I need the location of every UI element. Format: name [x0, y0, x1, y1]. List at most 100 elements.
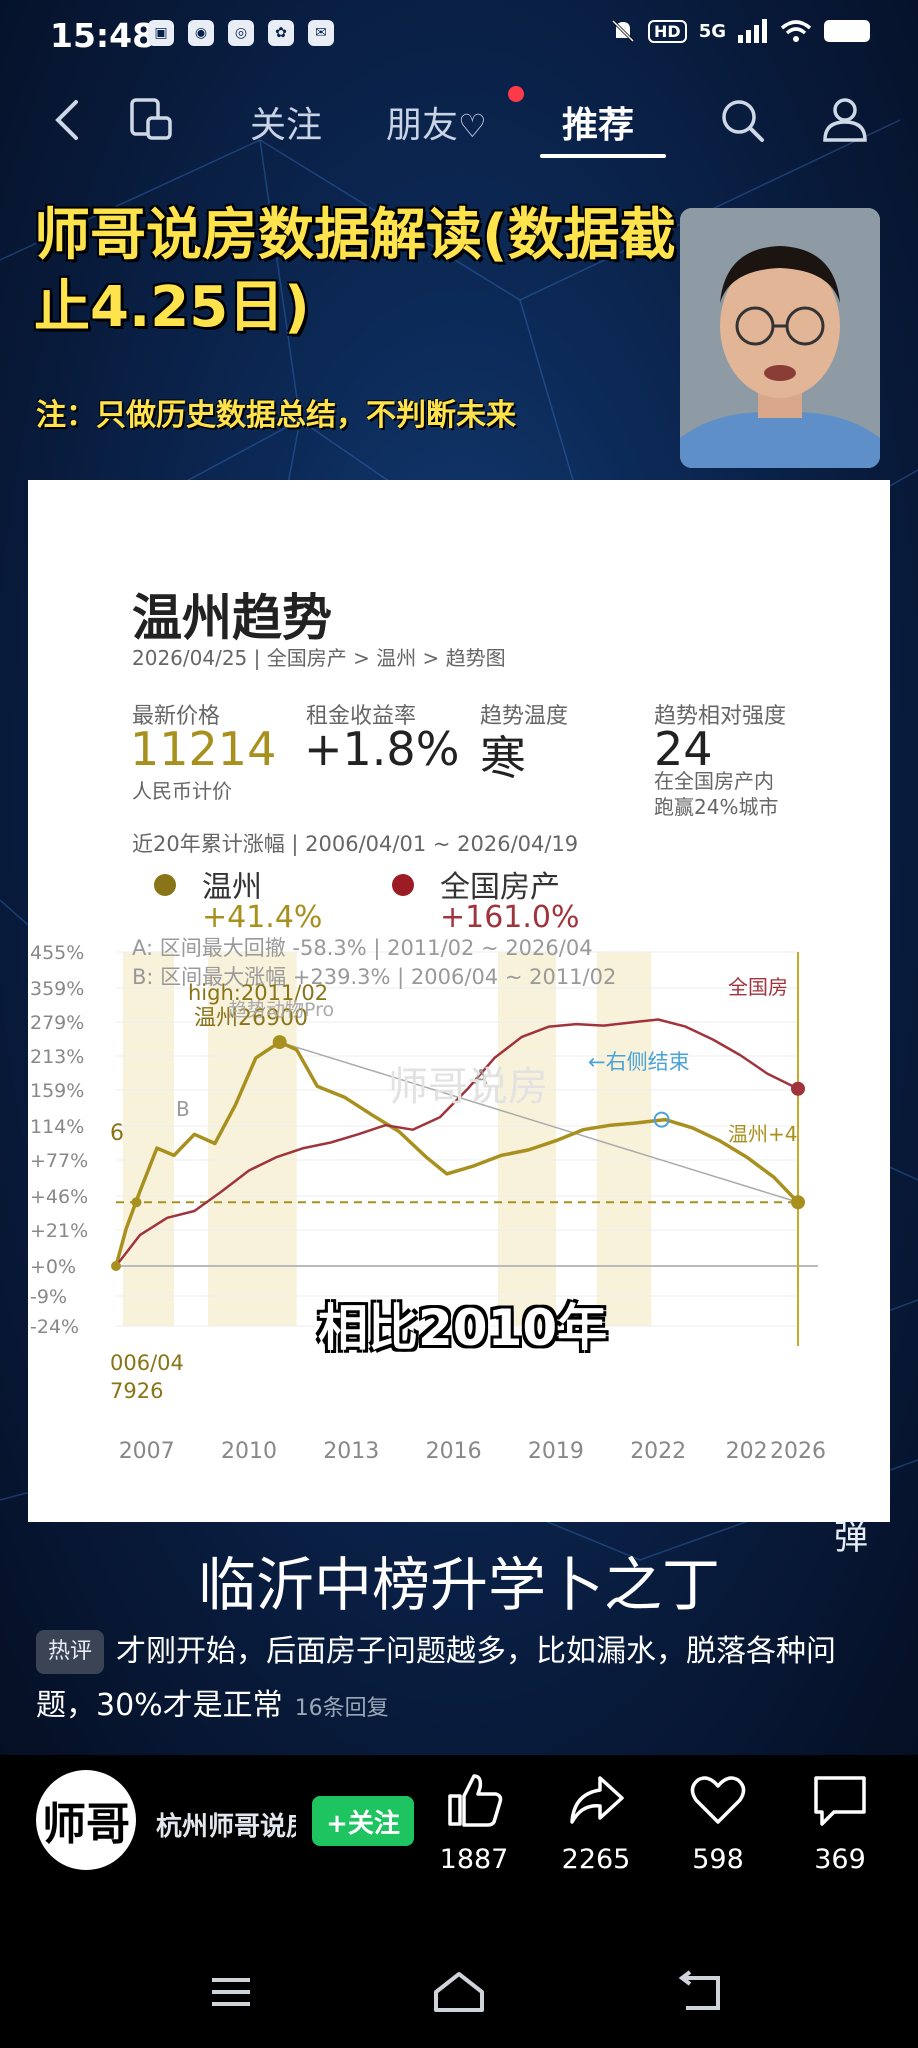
active-tab-indicator	[540, 154, 666, 158]
start-marker	[131, 1197, 142, 1208]
profile-icon[interactable]	[820, 94, 870, 144]
legend-dot-wenzhou	[154, 874, 176, 896]
share-icon	[570, 1776, 624, 1824]
y-tick-label: 279%	[30, 1012, 84, 1034]
label-wenzhou-end: 温州+4	[728, 1122, 797, 1146]
annotation-b: B	[176, 1097, 190, 1121]
annotation-a: A	[474, 1065, 488, 1089]
highlight-band-1	[208, 952, 297, 1326]
stat-value-price: 11214	[130, 722, 277, 776]
video-caption: 相比2010年	[318, 1299, 608, 1357]
series-line-1	[115, 1018, 799, 1267]
y-tick-label: +21%	[30, 1220, 88, 1242]
presenter-video	[680, 208, 880, 468]
annotation-6: 6	[110, 1121, 124, 1146]
multi-window-icon[interactable]	[128, 96, 174, 142]
y-tick-label: 114%	[30, 1116, 84, 1138]
y-tick-label: 455%	[30, 942, 84, 964]
x-tick-label: 2007	[119, 1439, 175, 1464]
drawdown-line	[279, 1041, 799, 1203]
annotation-start-price: 7926	[110, 1379, 163, 1403]
wenzhou-end-marker	[791, 1195, 805, 1210]
follow-button[interactable]: +关注	[312, 1796, 414, 1846]
annotation-start-date: 006/04	[110, 1351, 184, 1375]
menu-icon[interactable]	[206, 1970, 256, 2014]
card-breadcrumb: 2026/04/25 | 全国房产 > 温州 > 趋势图	[132, 646, 506, 670]
legend-value-wenzhou: +41.4%	[202, 900, 323, 935]
highlight-band-0	[122, 952, 174, 1326]
top-nav: 关注 朋友♡ 推荐	[0, 80, 918, 160]
video-title: 师哥说房数据解读(数据截止4.25日)	[34, 203, 676, 340]
comment-button[interactable]: 369	[790, 1770, 890, 1875]
danmu-toggle-button[interactable]: 弹	[834, 1518, 868, 1558]
stat-value-yield: +1.8%	[304, 722, 460, 776]
x-tick-label: 2016	[426, 1439, 482, 1464]
tab-friends[interactable]: 朋友♡	[386, 96, 487, 148]
favorite-button[interactable]: 598	[668, 1770, 768, 1875]
battery-icon	[824, 20, 870, 42]
mail-icon: ✉	[308, 20, 334, 46]
annotation-high-value: 温州26900	[194, 1006, 308, 1031]
comment-count: 369	[814, 1844, 866, 1875]
tab-follow[interactable]: 关注	[250, 105, 323, 146]
video-subtitle: 临沂中榜升学卜之丁	[197, 1551, 720, 1619]
y-tick-label: 359%	[30, 978, 84, 1000]
stat-label-temperature: 趋势温度	[480, 704, 569, 729]
status-time: 15:48	[50, 16, 156, 55]
signal-icon	[738, 19, 767, 43]
y-tick-label: -9%	[30, 1286, 67, 1308]
national-end-marker	[791, 1081, 805, 1096]
annotation-high: high:2011/02	[188, 981, 328, 1005]
author-avatar[interactable]: 师哥	[36, 1770, 136, 1870]
baidu-icon: ✿	[268, 20, 294, 46]
x-tick-label: 2013	[323, 1439, 379, 1464]
x-tick-label: 2022	[630, 1439, 686, 1464]
highlight-band-3	[596, 952, 652, 1326]
annotation-rise: B: 区间最大涨幅 +239.3% | 2006/04 ~ 2011/02	[132, 965, 616, 990]
tab-recommend[interactable]: 推荐	[562, 105, 635, 146]
video-note: 注：只做历史数据总结，不判断未来	[36, 398, 516, 433]
author-name[interactable]: 杭州师哥说房	[156, 1812, 296, 1842]
hot-comment-text: 才刚开始，后面房子问题越多，比如漏水，脱落各种问题，30%才是正常	[36, 1634, 837, 1723]
presenter-portrait	[680, 208, 880, 468]
legend-dot-national	[392, 874, 414, 896]
y-tick-label: -24%	[30, 1316, 79, 1338]
range-label: 近20年累计涨幅 | 2006/04/01 ~ 2026/04/19	[132, 832, 579, 856]
wechat-icon: ◉	[188, 20, 214, 46]
heart-icon	[690, 1776, 746, 1824]
right-end-marker	[653, 1111, 670, 1128]
wifi-icon	[780, 20, 812, 42]
hot-comment-badge: 热评	[36, 1630, 105, 1674]
stat-note-strength: 在全国房产内 跑赢24%城市	[654, 769, 779, 819]
back-icon[interactable]	[48, 98, 88, 142]
search-icon[interactable]	[718, 96, 766, 144]
share-button[interactable]: 2265	[546, 1770, 646, 1875]
stat-value-temperature: 寒	[480, 731, 526, 785]
label-national-end: 全国房	[728, 975, 788, 999]
back-nav-icon[interactable]	[676, 1970, 726, 2014]
notification-dot	[508, 86, 524, 102]
card-title: 温州趋势	[132, 589, 332, 647]
watermark: 师哥说房	[388, 1064, 548, 1110]
stat-note-price: 人民币计价	[132, 779, 232, 803]
home-icon[interactable]	[432, 1970, 486, 2014]
y-tick-label: 159%	[30, 1080, 84, 1102]
like-button[interactable]: 1887	[424, 1770, 524, 1875]
y-tick-label: +77%	[30, 1150, 88, 1172]
hd-badge: HD	[648, 19, 687, 43]
like-count: 1887	[439, 1844, 509, 1875]
hot-comment[interactable]: 热评 才刚开始，后面房子问题越多，比如漏水，脱落各种问题，30%才是正常 16条回复	[36, 1625, 862, 1736]
legend-name-national: 全国房产	[440, 870, 560, 905]
high-point-marker	[272, 1035, 287, 1050]
status-right: HD 5G	[610, 18, 870, 44]
thumbs-up-icon	[448, 1774, 503, 1827]
tab-friends-label: 朋友	[386, 105, 459, 146]
x-tick-label: 2026	[770, 1439, 826, 1464]
favorite-count: 598	[692, 1844, 744, 1875]
hot-comment-replies[interactable]: 16条回复	[294, 1696, 389, 1721]
annotation-right-end: ←右侧结束	[588, 1050, 690, 1074]
stat-label-strength: 趋势相对强度	[654, 704, 787, 729]
bili-icon: ▣	[148, 20, 174, 46]
annotation-drawdown: A: 区间最大回撤 -58.3% | 2011/02 ~ 2026/04	[132, 936, 593, 961]
stat-value-strength: 24	[654, 722, 713, 776]
